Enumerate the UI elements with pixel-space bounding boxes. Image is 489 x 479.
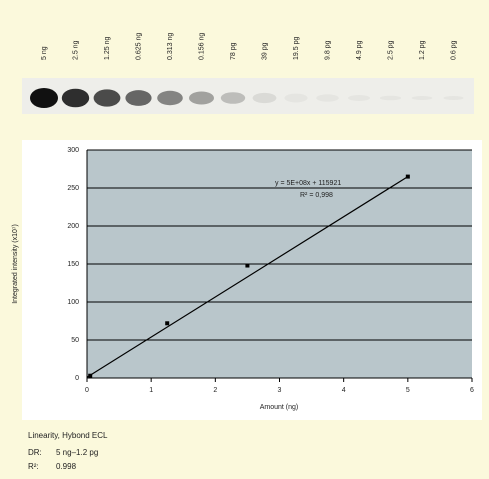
x-tick-label: 2	[213, 387, 217, 394]
caption-dr-value: 5 ng–1.2 pg	[56, 448, 98, 457]
data-point	[165, 321, 169, 325]
x-tick-label: 5	[406, 387, 410, 394]
band	[412, 96, 433, 100]
band	[157, 91, 183, 105]
lane-label: 19.5 pg	[293, 37, 300, 60]
lane-label: 0.313 ng	[167, 33, 174, 60]
y-tick-label: 200	[67, 223, 79, 230]
x-tick-label: 0	[85, 387, 89, 394]
y-tick-label: 150	[67, 261, 79, 268]
figure: Integrated intensity (x10⁷) Amount (ng) …	[0, 0, 489, 479]
page: Integrated intensity (x10⁷) Amount (ng) …	[0, 0, 489, 479]
y-tick-label: 100	[67, 299, 79, 306]
caption-title: Linearity, Hybond ECL	[28, 431, 108, 440]
band	[284, 94, 307, 103]
band	[62, 89, 89, 108]
caption-r2-value: 0.998	[56, 462, 77, 471]
lane-label: 9.8 pg	[324, 40, 331, 60]
lane-label: 4.9 pg	[356, 40, 363, 60]
band	[125, 90, 151, 106]
y-axis-label: Integrated intensity (x10⁷)	[12, 224, 19, 304]
band	[30, 88, 58, 108]
band	[189, 92, 214, 105]
band	[348, 95, 370, 101]
y-tick-label: 50	[71, 337, 79, 344]
band	[253, 93, 277, 103]
caption-dr-label: DR:	[28, 448, 42, 457]
x-tick-label: 6	[470, 387, 474, 394]
lane-label: 39 pg	[261, 42, 268, 60]
lane-label: 0.625 ng	[135, 33, 142, 60]
band	[443, 96, 463, 100]
band	[94, 89, 121, 106]
r-squared: R² = 0,998	[300, 192, 333, 199]
lane-label: 1.25 ng	[104, 37, 111, 60]
y-tick-label: 0	[75, 375, 79, 382]
band	[380, 96, 401, 101]
y-tick-label: 300	[67, 147, 79, 154]
band	[316, 94, 339, 101]
x-tick-label: 3	[278, 387, 282, 394]
equation: y = 5E+08x + 115921	[275, 180, 341, 187]
data-point	[245, 264, 249, 268]
lane-label: 5 ng	[41, 46, 48, 60]
lane-label: 2.5 ng	[72, 40, 79, 60]
x-tick-label: 1	[149, 387, 153, 394]
band	[221, 92, 245, 104]
caption-r2-label: R²:	[28, 462, 39, 471]
lane-label: 1.2 pg	[419, 40, 426, 60]
lane-label: 78 pg	[230, 42, 237, 60]
x-tick-label: 4	[342, 387, 346, 394]
x-axis-label: Amount (ng)	[260, 404, 299, 411]
lane-label: 2.5 pg	[387, 40, 394, 60]
y-tick-label: 250	[67, 185, 79, 192]
blot-strip	[22, 78, 474, 114]
lane-label: 0.156 ng	[198, 33, 205, 60]
lane-label: 0.6 pg	[450, 40, 457, 60]
